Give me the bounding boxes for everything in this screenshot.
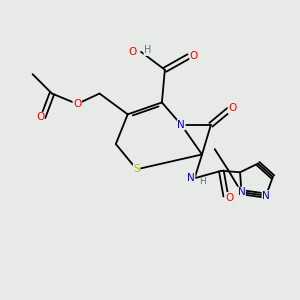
- Text: S: S: [133, 164, 140, 174]
- Text: H: H: [144, 45, 152, 56]
- Text: O: O: [228, 103, 236, 113]
- Text: N: N: [262, 190, 270, 201]
- Text: O: O: [36, 112, 44, 122]
- Text: N: N: [187, 173, 195, 183]
- Text: O: O: [73, 99, 81, 109]
- Text: N: N: [238, 187, 245, 197]
- Text: O: O: [190, 51, 198, 62]
- Text: O: O: [225, 193, 233, 202]
- Text: N: N: [177, 120, 185, 130]
- Text: H: H: [200, 177, 206, 186]
- Text: O: O: [129, 47, 137, 57]
